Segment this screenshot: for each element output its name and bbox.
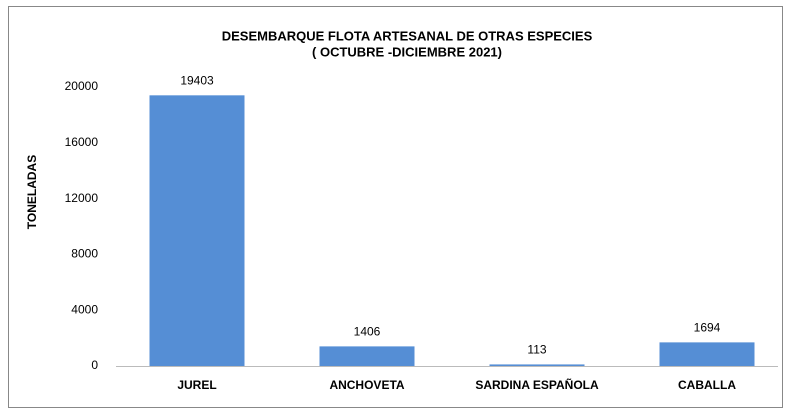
x-tick-label: CABALLA bbox=[678, 378, 736, 392]
x-tick-label: JUREL bbox=[177, 378, 216, 392]
y-tick-label: 12000 bbox=[65, 191, 99, 205]
y-tick-label: 8000 bbox=[71, 247, 98, 261]
chart-subtitle: ( OCTUBRE -DICIEMBRE 2021) bbox=[312, 44, 502, 59]
value-label: 1406 bbox=[354, 325, 381, 339]
bar bbox=[489, 364, 585, 366]
y-axis-label: TONELADAS bbox=[25, 155, 39, 229]
bar bbox=[319, 346, 415, 366]
bar bbox=[659, 342, 755, 366]
value-label: 19403 bbox=[180, 74, 214, 88]
y-tick-label: 4000 bbox=[71, 302, 98, 316]
x-tick-label: ANCHOVETA bbox=[329, 378, 404, 392]
y-tick-label: 16000 bbox=[65, 135, 99, 149]
value-label: 113 bbox=[527, 343, 546, 357]
chart-border bbox=[8, 6, 783, 408]
value-label: 1694 bbox=[694, 321, 721, 335]
x-tick-label: SARDINA ESPAÑOLA bbox=[475, 377, 599, 392]
y-tick-label: 20000 bbox=[65, 79, 99, 93]
chart-title: DESEMBARQUE FLOTA ARTESANAL DE OTRAS ESP… bbox=[222, 28, 593, 43]
y-tick-label: 0 bbox=[91, 358, 98, 372]
bar bbox=[149, 95, 245, 366]
